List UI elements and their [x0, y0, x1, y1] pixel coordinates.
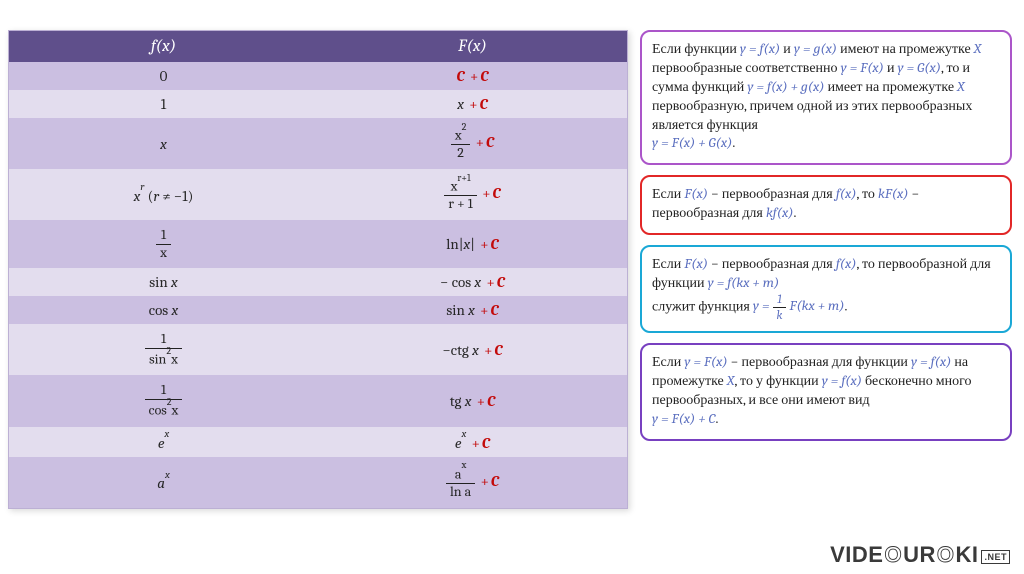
table-row: exex +C	[9, 427, 627, 457]
cell-Fx: C +C	[318, 62, 627, 90]
col-header-fx: f(x)	[9, 31, 318, 62]
cell-fx: 1	[9, 90, 318, 118]
watermark-logo: VIDEOUROKI .NET	[830, 542, 1010, 568]
cell-Fx: axln a +C	[318, 457, 627, 508]
table-row: sin x− cos x +C	[9, 268, 627, 296]
table-row: 1xln|x| +C	[9, 220, 627, 268]
cell-fx: cos x	[9, 296, 318, 324]
theorem-card-1: Если функции y = f(x) и y = g(x) имеют н…	[640, 30, 1012, 165]
cell-Fx: x22 +C	[318, 118, 627, 169]
theorem-cards: Если функции y = f(x) и y = g(x) имеют н…	[640, 30, 1012, 441]
cell-fx: x	[9, 118, 318, 169]
cell-fx: xr (r ≠ −1)	[9, 169, 318, 220]
cell-fx: ax	[9, 457, 318, 508]
cell-Fx: xr+1r + 1 +C	[318, 169, 627, 220]
table-row: 1sin2x−ctg x +C	[9, 324, 627, 375]
cell-Fx: ex +C	[318, 427, 627, 457]
watermark-ext: .NET	[981, 550, 1010, 564]
antiderivative-table: f(x) F(x) 0C +C1x +Cxx22 +Cxr (r ≠ −1)xr…	[8, 30, 628, 509]
cell-Fx: − cos x +C	[318, 268, 627, 296]
table-row: xr (r ≠ −1)xr+1r + 1 +C	[9, 169, 627, 220]
cell-fx: sin x	[9, 268, 318, 296]
cell-Fx: sin x +C	[318, 296, 627, 324]
cell-Fx: ln|x| +C	[318, 220, 627, 268]
theorem-card-4: Если y = F(x) − первообразная для функци…	[640, 343, 1012, 441]
theorem-card-2: Если F(x) − первообразная для f(x), то k…	[640, 175, 1012, 235]
table-row: axaxln a +C	[9, 457, 627, 508]
cell-Fx: tg x +C	[318, 375, 627, 426]
table-row: xx22 +C	[9, 118, 627, 169]
cell-fx: 1sin2x	[9, 324, 318, 375]
table-row: 0C +C	[9, 62, 627, 90]
col-header-Fx: F(x)	[318, 31, 627, 62]
table-row: 1x +C	[9, 90, 627, 118]
cell-fx: 0	[9, 62, 318, 90]
cell-Fx: −ctg x +C	[318, 324, 627, 375]
theorem-card-3: Если F(x) − первообразная для f(x), то п…	[640, 245, 1012, 333]
cell-fx: ex	[9, 427, 318, 457]
cell-fx: 1cos2x	[9, 375, 318, 426]
table-row: cos xsin x +C	[9, 296, 627, 324]
table-row: 1cos2xtg x +C	[9, 375, 627, 426]
cell-fx: 1x	[9, 220, 318, 268]
cell-Fx: x +C	[318, 90, 627, 118]
